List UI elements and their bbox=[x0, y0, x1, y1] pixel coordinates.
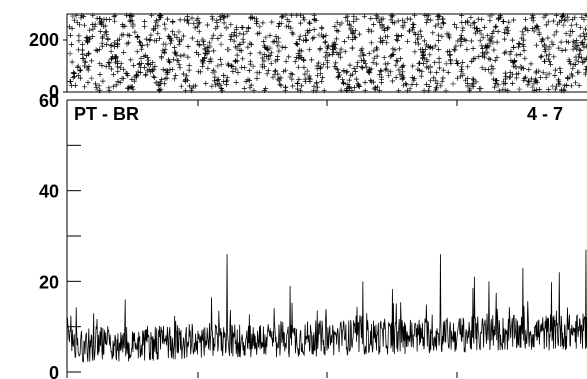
scatter-y-tick-label: 0 bbox=[49, 82, 59, 102]
line-y-ticks bbox=[67, 99, 81, 373]
scatter-y-tick-label: 200 bbox=[29, 30, 59, 50]
scatter-panel: 200 0 bbox=[29, 12, 587, 102]
scatter-points bbox=[66, 12, 587, 94]
scatter-markers-highlight bbox=[67, 12, 579, 94]
line-y-tick-label: 40 bbox=[39, 182, 59, 202]
line-y-tick-label: 60 bbox=[39, 91, 59, 111]
panel-label-right: 4 - 7 bbox=[527, 104, 563, 124]
scatter-panel-frame bbox=[66, 13, 587, 93]
scatter-markers bbox=[66, 12, 587, 94]
series-line bbox=[66, 249, 587, 363]
line-panel: 60 40 20 0 PT - BR 4 - 7 bbox=[39, 91, 587, 379]
panel-label-left: PT - BR bbox=[74, 104, 139, 124]
line-y-tick-label: 20 bbox=[39, 272, 59, 292]
line-y-tick-label: 0 bbox=[49, 363, 59, 379]
scatter-y-ticks bbox=[63, 39, 67, 93]
line-x-ticks bbox=[197, 100, 458, 378]
